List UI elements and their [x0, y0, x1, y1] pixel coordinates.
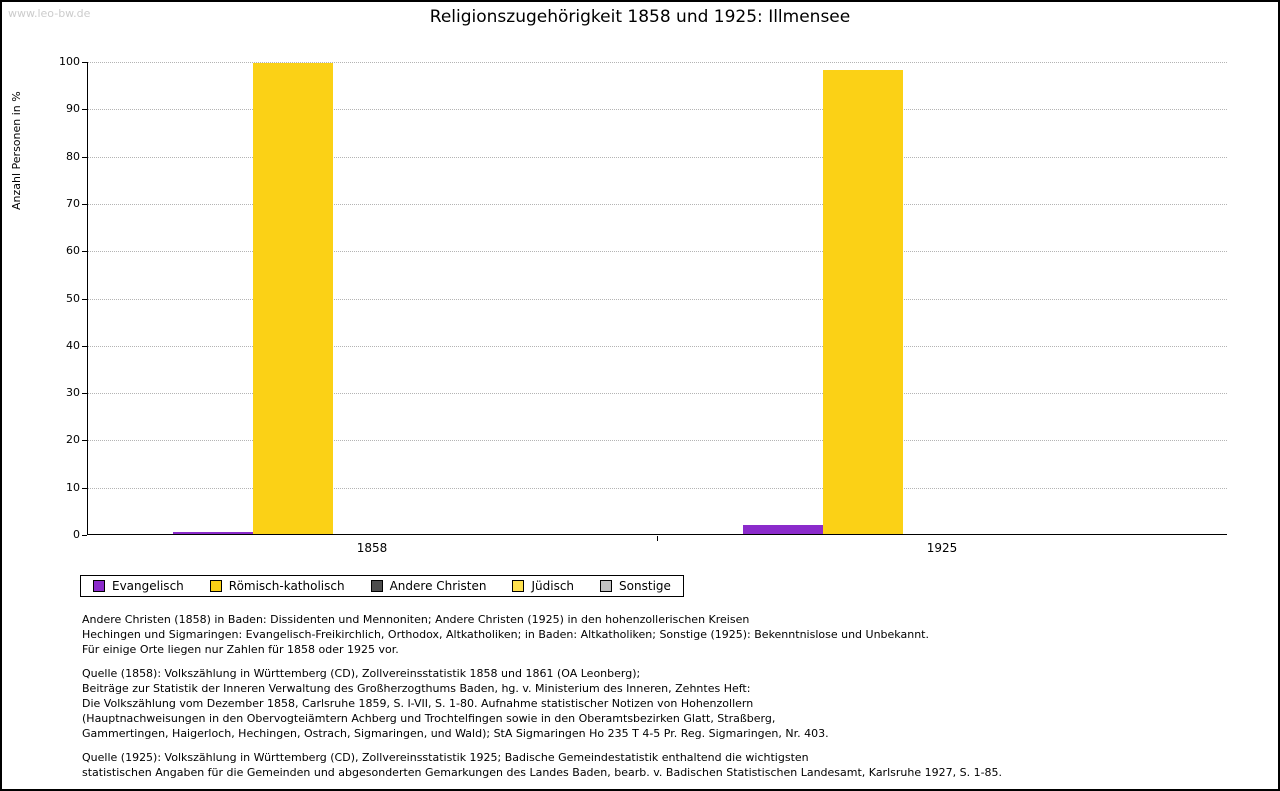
footnote-line: Für einige Orte liegen nur Zahlen für 18…: [82, 643, 399, 656]
y-axis-tick: [82, 440, 87, 442]
legend-label: Jüdisch: [531, 579, 575, 593]
gridline: [88, 109, 1227, 111]
footnote-line: statistischen Angaben für die Gemeinden …: [82, 766, 1003, 779]
x-tick-label: 1858: [356, 541, 388, 555]
y-tick-label: 10: [66, 480, 80, 494]
y-tick-label: 80: [66, 149, 80, 163]
y-tick-label: 50: [66, 291, 80, 305]
plot-area: [87, 62, 1227, 535]
y-tick-label: 90: [66, 102, 80, 116]
x-tick-label: 1925: [926, 541, 958, 555]
y-tick-label: 70: [66, 196, 80, 210]
legend-item: Evangelisch: [93, 579, 184, 593]
footnotes: Andere Christen (1858) in Baden: Disside…: [82, 612, 1002, 789]
legend-swatch: [512, 580, 525, 592]
y-axis-tick: [82, 156, 87, 158]
gridline: [88, 62, 1227, 63]
y-tick-label: 30: [66, 386, 80, 400]
footnote-line: Quelle (1925): Volkszählung in Württembe…: [82, 751, 809, 764]
gridline: [88, 251, 1227, 253]
y-axis-tick: [82, 203, 87, 205]
y-axis-tick: [82, 345, 87, 347]
footnote-line: Quelle (1858): Volkszählung in Württembe…: [82, 667, 641, 680]
gridline: [88, 393, 1227, 395]
y-axis-tick: [82, 62, 87, 63]
gridline: [88, 487, 1227, 489]
gridline: [88, 156, 1227, 158]
legend-swatch: [209, 580, 222, 592]
watermark: www.leo-bw.de: [8, 7, 91, 20]
y-tick-label: 0: [73, 528, 80, 541]
y-axis-tick: [82, 109, 87, 111]
footnote-line: Die Volkszählung vom Dezember 1858, Carl…: [82, 697, 754, 710]
legend-label: Evangelisch: [112, 579, 184, 593]
y-axis-label: Anzahl Personen in %: [10, 91, 23, 210]
y-tick-label: 20: [66, 433, 80, 447]
bar-1925-r-misch-katholisch: [823, 70, 903, 534]
legend-swatch: [370, 580, 383, 592]
legend: Evangelisch Römisch-katholisch Andere Chri…: [80, 575, 684, 597]
legend-item: Sonstige: [600, 579, 671, 593]
bar-1858-r-misch-katholisch: [253, 63, 333, 534]
footnote-paragraph: Quelle (1925): Volkszählung in Württembe…: [82, 750, 1002, 780]
legend-swatch: [93, 580, 105, 592]
legend-item: Jüdisch: [512, 579, 574, 593]
bar-1858-evangelisch: [173, 532, 253, 534]
legend-label: Sonstige: [619, 579, 671, 593]
y-tick-label: 40: [66, 338, 80, 352]
x-axis-mid-tick: [657, 536, 658, 541]
y-axis-tick: [82, 487, 87, 489]
footnote-line: Andere Christen (1858) in Baden: Disside…: [82, 613, 750, 626]
y-axis-tick: [82, 298, 87, 300]
y-tick-label: 60: [66, 244, 80, 258]
bar-1925-evangelisch: [743, 525, 823, 534]
footnote-paragraph: Quelle (1858): Volkszählung in Württembe…: [82, 666, 1002, 741]
legend-swatch: [600, 580, 613, 592]
footnote-line: Gammertingen, Haigerloch, Hechingen, Ost…: [82, 727, 829, 740]
footnote-line: Beiträge zur Statistik der Inneren Verwa…: [82, 682, 751, 695]
gridline: [88, 440, 1227, 442]
gridline: [88, 203, 1227, 205]
legend-label: Römisch-katholisch: [228, 579, 345, 593]
legend-item: Römisch-katholisch: [209, 579, 345, 593]
footnote-paragraph: Andere Christen (1858) in Baden: Disside…: [82, 612, 1002, 657]
legend-item: Andere Christen: [370, 579, 487, 593]
gridline: [88, 298, 1227, 300]
y-axis-tick: [82, 393, 87, 395]
footnote-line: Hechingen und Sigmaringen: Evangelisch-F…: [82, 628, 929, 641]
y-axis-tick: [82, 251, 87, 253]
legend-label: Andere Christen: [389, 579, 487, 593]
y-tick-label: 100: [59, 55, 80, 68]
chart-title: Religionszugehörigkeit 1858 und 1925: Il…: [429, 7, 851, 27]
footnote-line: (Hauptnachweisungen in den Obervogteiämt…: [82, 712, 776, 725]
gridline: [88, 345, 1227, 347]
y-axis-tick: [82, 535, 87, 536]
